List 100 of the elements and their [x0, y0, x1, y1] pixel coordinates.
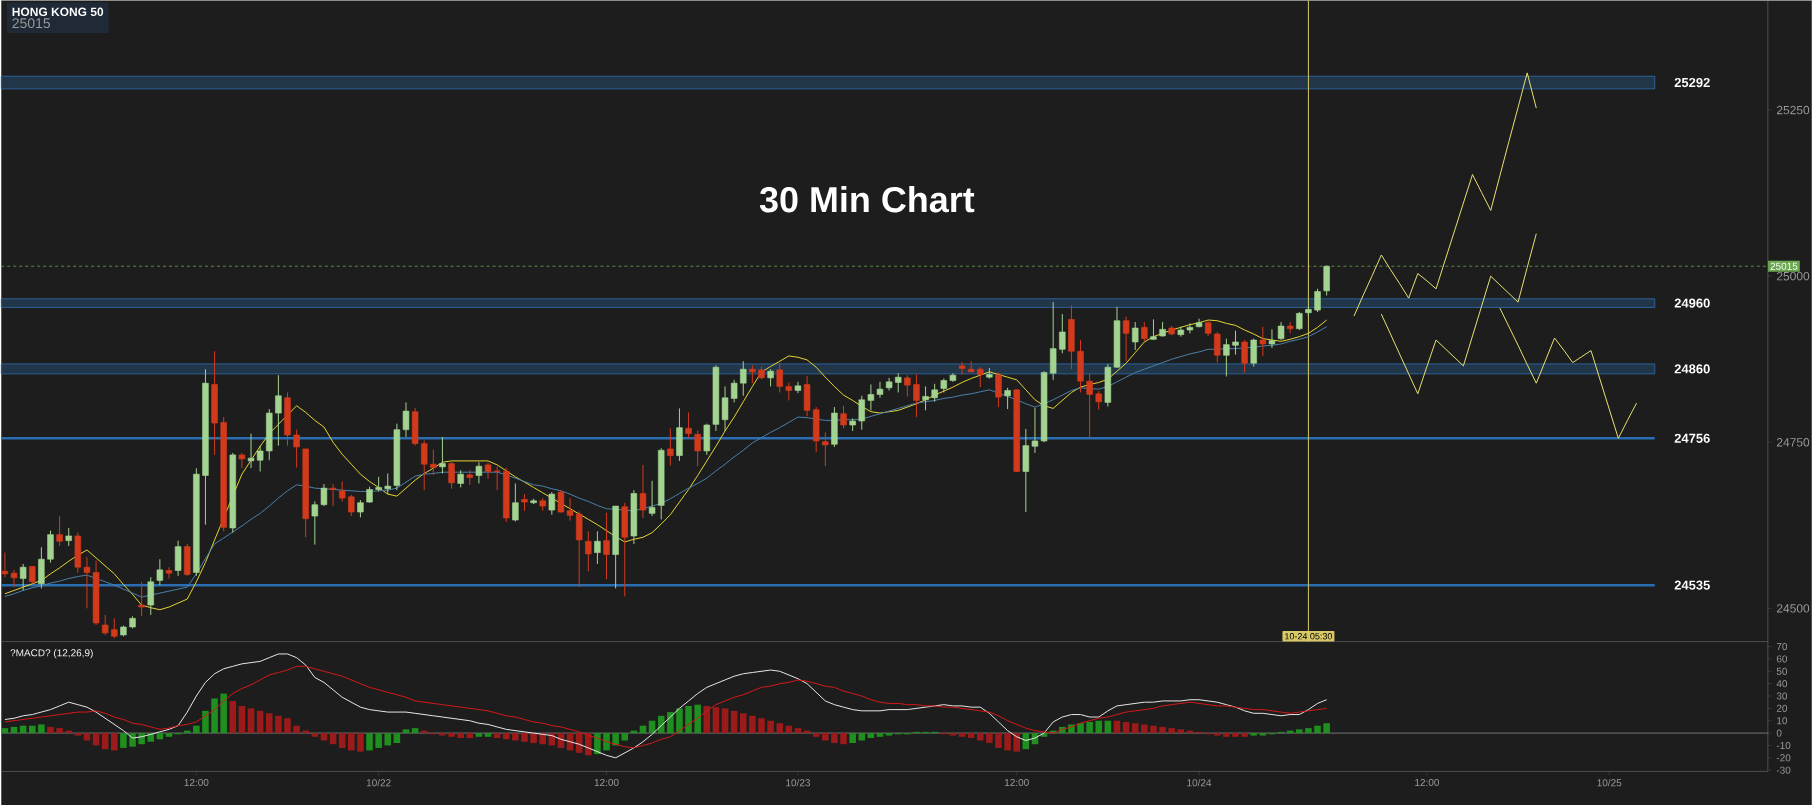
candlestick — [1268, 328, 1276, 349]
bar — [439, 732, 446, 736]
y-tick-label: 30 — [1776, 692, 1788, 700]
candlestick — [156, 558, 164, 586]
candlestick — [913, 373, 920, 418]
bar — [530, 732, 537, 743]
bar — [767, 720, 774, 733]
candlestick — [256, 444, 264, 472]
candlestick — [1086, 373, 1093, 439]
x-tick-label: 12:00 — [1415, 778, 1440, 786]
bar — [1223, 732, 1230, 737]
bar — [1004, 732, 1011, 751]
candlestick — [958, 361, 966, 375]
candlestick — [1141, 321, 1148, 342]
band-label: 25292 — [1674, 77, 1710, 87]
bar — [1314, 725, 1321, 733]
bar — [831, 732, 838, 743]
bar — [384, 732, 392, 746]
candlestick — [1241, 339, 1248, 373]
bar — [293, 725, 300, 733]
bar — [366, 732, 373, 751]
bar — [1159, 726, 1166, 733]
bar — [812, 732, 820, 737]
candlestick — [329, 483, 337, 507]
bar — [1177, 729, 1185, 733]
bar — [120, 732, 127, 748]
bar — [338, 732, 346, 748]
bar — [1296, 729, 1303, 733]
candlestick — [895, 372, 902, 393]
candlestick — [858, 395, 865, 430]
candlestick — [1059, 313, 1066, 354]
candlestick — [56, 515, 63, 547]
candlestick — [794, 381, 802, 394]
bar — [238, 705, 246, 733]
bar — [28, 725, 36, 733]
bar — [776, 723, 783, 733]
x-tick-label: 12:00 — [594, 778, 619, 786]
candlestick — [348, 494, 355, 517]
chart-title: HONG KONG 50 — [12, 7, 104, 16]
candlestick — [238, 452, 246, 469]
bar — [411, 727, 419, 733]
bar — [1131, 723, 1139, 733]
candlestick — [439, 436, 446, 474]
bar — [1013, 732, 1020, 752]
y-tick-label: 0 — [1776, 729, 1782, 737]
bar — [393, 732, 401, 743]
bar — [375, 732, 382, 748]
candlestick — [475, 461, 483, 484]
bar — [311, 732, 319, 737]
bar — [849, 732, 856, 743]
bar — [885, 732, 893, 736]
candlestick — [402, 401, 410, 438]
y-tick-label: 10 — [1777, 717, 1788, 725]
candlestick — [448, 459, 455, 490]
bar — [986, 732, 993, 743]
candlestick — [840, 405, 847, 429]
candlestick — [876, 381, 884, 399]
candlestick — [174, 539, 182, 577]
bar — [83, 732, 91, 741]
bar — [1305, 727, 1312, 733]
bar — [165, 732, 173, 737]
bar — [1259, 732, 1267, 736]
candlestick — [603, 512, 610, 580]
bar — [211, 698, 218, 733]
candlestick — [1150, 318, 1157, 341]
candlestick — [922, 385, 929, 411]
bar — [1150, 725, 1157, 733]
x-tick-label: 12:00 — [1005, 778, 1029, 786]
candlestick — [585, 530, 592, 572]
bar — [867, 732, 875, 738]
candlestick — [1186, 322, 1194, 334]
bar — [284, 718, 291, 733]
bar — [111, 732, 118, 751]
y-tick-label: 20 — [1776, 704, 1788, 712]
candlestick — [275, 374, 282, 446]
bar — [858, 732, 866, 741]
bar — [1141, 724, 1148, 733]
candlestick — [566, 497, 574, 521]
candlestick — [867, 383, 875, 411]
bar — [667, 711, 674, 733]
candlestick — [822, 431, 829, 467]
bar — [1213, 732, 1221, 736]
bar — [484, 732, 492, 737]
bar — [220, 693, 227, 733]
bar — [949, 732, 957, 736]
x-tick-label: 10/22 — [366, 778, 391, 787]
candlestick — [1214, 331, 1221, 363]
bar — [329, 732, 337, 745]
candlestick — [685, 411, 692, 439]
candlestick — [1314, 288, 1321, 313]
bar — [612, 732, 619, 746]
bar — [247, 708, 255, 733]
bar — [512, 732, 519, 741]
bar — [348, 732, 355, 751]
x-tick-label: 10/25 — [1597, 778, 1622, 787]
bar — [1241, 732, 1248, 737]
candlestick — [83, 556, 91, 609]
candlestick — [548, 491, 556, 516]
bar — [402, 729, 410, 733]
candlestick — [967, 360, 975, 373]
